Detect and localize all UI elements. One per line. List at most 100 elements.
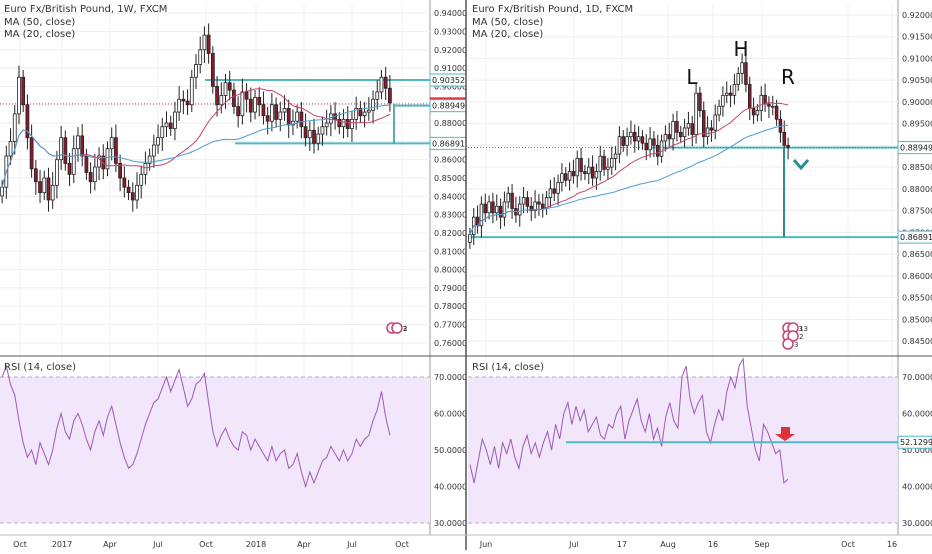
candle-up[interactable] xyxy=(59,137,63,161)
candle-down[interactable] xyxy=(525,197,530,207)
candle-up[interactable] xyxy=(663,134,668,142)
candle-down[interactable] xyxy=(491,201,495,214)
candle-down[interactable] xyxy=(579,158,583,172)
candle-down[interactable] xyxy=(63,137,68,164)
candle-down[interactable] xyxy=(25,104,30,139)
candle-down[interactable] xyxy=(510,192,514,209)
candle-up[interactable] xyxy=(139,173,144,186)
candle-up[interactable] xyxy=(55,159,59,186)
candle-up[interactable] xyxy=(636,136,641,142)
candle-up[interactable] xyxy=(0,186,4,197)
candle-up[interactable] xyxy=(598,155,602,172)
candle-down[interactable] xyxy=(590,166,595,179)
candle-down[interactable] xyxy=(564,173,568,181)
candle-down[interactable] xyxy=(33,168,38,183)
candle-up[interactable] xyxy=(194,64,198,78)
candle-down[interactable] xyxy=(261,104,266,117)
candle-down[interactable] xyxy=(274,104,278,120)
candle-down[interactable] xyxy=(286,108,291,126)
candle-up[interactable] xyxy=(606,166,610,170)
candle-up[interactable] xyxy=(713,114,717,131)
candle-up[interactable] xyxy=(135,184,139,201)
candle-down[interactable] xyxy=(312,129,316,144)
candle-up[interactable] xyxy=(556,181,560,194)
candle-up[interactable] xyxy=(495,205,499,214)
candle-up[interactable] xyxy=(705,127,710,138)
candle-up[interactable] xyxy=(307,129,312,139)
candle-up[interactable] xyxy=(76,135,80,150)
candle-up[interactable] xyxy=(721,94,725,107)
candle-up[interactable] xyxy=(291,120,295,126)
candle-down[interactable] xyxy=(748,84,752,109)
candle-down[interactable] xyxy=(227,82,232,91)
candle-up[interactable] xyxy=(521,197,526,205)
candle-down[interactable] xyxy=(122,177,127,188)
candle-up[interactable] xyxy=(189,76,194,106)
candle-down[interactable] xyxy=(185,100,190,106)
candle-up[interactable] xyxy=(732,84,737,96)
candle-up[interactable] xyxy=(759,94,763,111)
candle-down[interactable] xyxy=(744,62,748,85)
candle-down[interactable] xyxy=(552,188,556,194)
candle-up[interactable] xyxy=(594,171,599,179)
candle-up[interactable] xyxy=(629,131,633,138)
candle-up[interactable] xyxy=(659,140,664,157)
candle-up[interactable] xyxy=(17,76,21,115)
candle-down[interactable] xyxy=(257,97,262,106)
candle-up[interactable] xyxy=(151,144,156,157)
candle-up[interactable] xyxy=(278,111,283,120)
event-badge-icon[interactable] xyxy=(782,338,794,350)
candle-up[interactable] xyxy=(613,153,618,159)
candle-down[interactable] xyxy=(698,92,702,111)
candle-down[interactable] xyxy=(529,205,533,212)
candle-up[interactable] xyxy=(109,137,114,150)
candle-down[interactable] xyxy=(29,137,34,170)
candle-down[interactable] xyxy=(114,137,118,164)
candle-down[interactable] xyxy=(236,106,241,117)
candle-up[interactable] xyxy=(350,118,354,129)
candle-up[interactable] xyxy=(341,118,346,128)
candle-up[interactable] xyxy=(686,123,691,129)
candle-up[interactable] xyxy=(316,133,321,144)
candle-up[interactable] xyxy=(366,109,371,113)
candle-down[interactable] xyxy=(67,162,72,175)
candle-down[interactable] xyxy=(541,203,545,209)
candle-up[interactable] xyxy=(105,148,110,170)
candle-down[interactable] xyxy=(383,76,388,89)
candle-up[interactable] xyxy=(164,122,169,128)
candle-up[interactable] xyxy=(502,201,507,218)
candle-down[interactable] xyxy=(537,201,541,205)
candle-up[interactable] xyxy=(518,203,522,216)
candle-down[interactable] xyxy=(168,122,173,129)
candle-up[interactable] xyxy=(269,104,274,122)
candle-up[interactable] xyxy=(468,234,472,243)
candle-up[interactable] xyxy=(329,113,333,124)
candle-down[interactable] xyxy=(232,89,236,107)
event-badge-icon[interactable] xyxy=(787,330,799,342)
candle-down[interactable] xyxy=(644,142,648,151)
candle-down[interactable] xyxy=(38,181,42,194)
candle-up[interactable] xyxy=(506,192,510,203)
candle-down[interactable] xyxy=(303,126,308,139)
candle-down[interactable] xyxy=(782,131,786,146)
candle-up[interactable] xyxy=(610,158,614,168)
candle-up[interactable] xyxy=(740,62,744,74)
candle-up[interactable] xyxy=(379,76,384,93)
candle-down[interactable] xyxy=(215,86,219,106)
candle-up[interactable] xyxy=(42,177,47,194)
candle-up[interactable] xyxy=(177,98,182,113)
candle-up[interactable] xyxy=(143,162,148,175)
candle-down[interactable] xyxy=(786,144,790,148)
candle-up[interactable] xyxy=(97,155,101,168)
candle-up[interactable] xyxy=(324,122,329,128)
candle-down[interactable] xyxy=(118,162,123,179)
candle-down[interactable] xyxy=(244,91,249,100)
candle-down[interactable] xyxy=(675,121,679,133)
candle-up[interactable] xyxy=(219,95,224,106)
candle-down[interactable] xyxy=(80,135,85,157)
candle-up[interactable] xyxy=(71,148,76,175)
candle-up[interactable] xyxy=(240,91,245,117)
candle-down[interactable] xyxy=(702,110,706,138)
candle-down[interactable] xyxy=(602,155,606,170)
